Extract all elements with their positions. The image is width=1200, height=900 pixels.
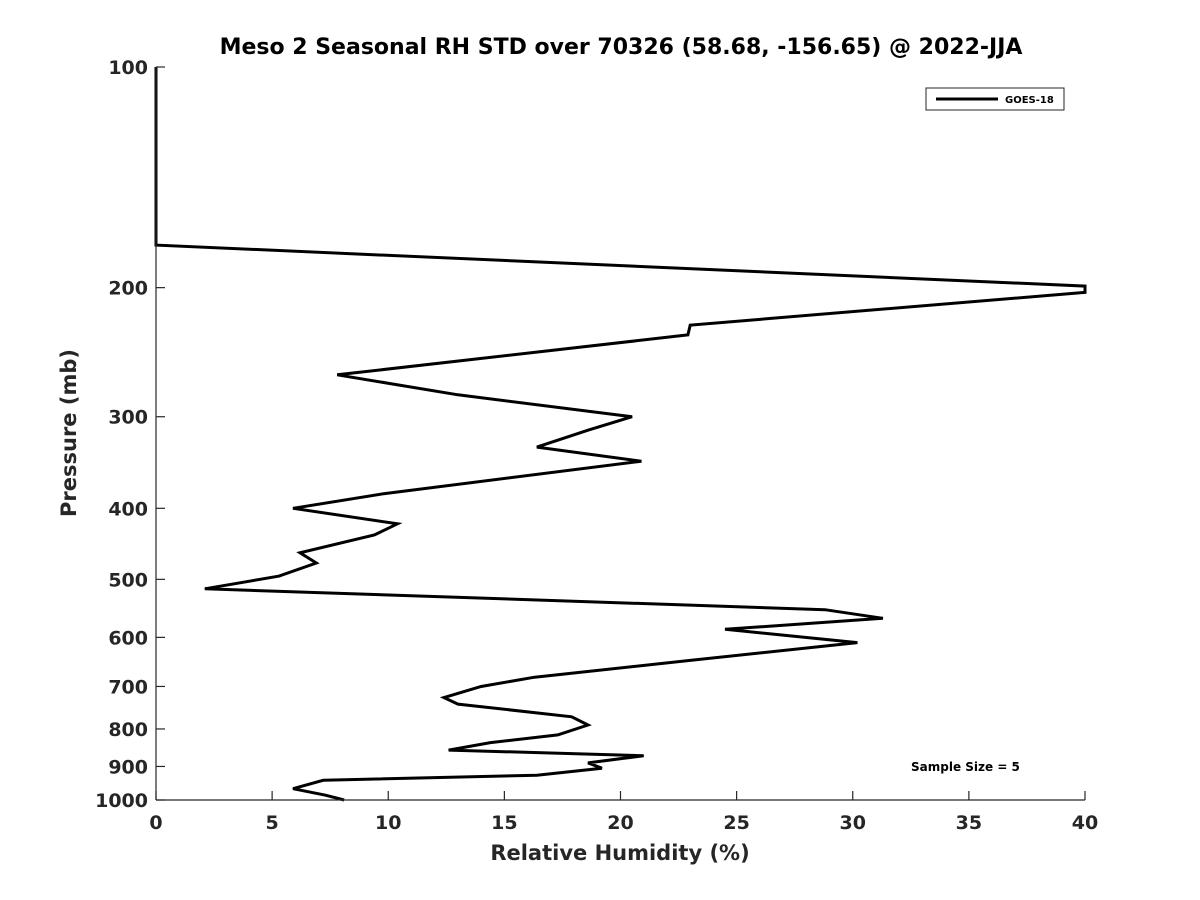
- x-tick-label: 30: [840, 812, 866, 834]
- x-axis-label: Relative Humidity (%): [490, 841, 749, 865]
- chart-title: Meso 2 Seasonal RH STD over 70326 (58.68…: [220, 35, 1023, 60]
- y-tick-label: 100: [108, 57, 148, 79]
- y-axis-ticks: 100 200 300 400 500 600 700 800 900 1000: [95, 57, 165, 812]
- y-tick-label: 800: [108, 719, 148, 741]
- y-tick-label: 200: [108, 278, 148, 300]
- y-tick-label: 600: [108, 627, 148, 649]
- y-tick-label: 700: [108, 676, 148, 698]
- x-tick-label: 10: [375, 812, 401, 834]
- sample-size-annotation: Sample Size = 5: [911, 760, 1020, 774]
- y-tick-label: 500: [108, 569, 148, 591]
- legend-label-goes-18: GOES-18: [1005, 95, 1054, 106]
- plot-area: [154, 67, 1087, 802]
- y-tick-label: 1000: [95, 790, 148, 812]
- series-line-goes-18: [154, 67, 1087, 802]
- y-axis-label: Pressure (mb): [57, 349, 81, 517]
- x-tick-label: 20: [607, 812, 633, 834]
- x-tick-label: 5: [266, 812, 279, 834]
- x-tick-label: 25: [723, 812, 749, 834]
- x-axis-ticks: 0 5 10 15 20 25 30 35 40: [149, 791, 1098, 834]
- x-tick-label: 35: [956, 812, 982, 834]
- x-tick-label: 15: [491, 812, 517, 834]
- y-tick-label: 900: [108, 756, 148, 778]
- legend: GOES-18: [925, 87, 1065, 111]
- y-tick-label: 400: [108, 498, 148, 520]
- y-tick-label: 300: [108, 407, 148, 429]
- x-tick-label: 40: [1072, 812, 1098, 834]
- x-tick-label: 0: [149, 812, 162, 834]
